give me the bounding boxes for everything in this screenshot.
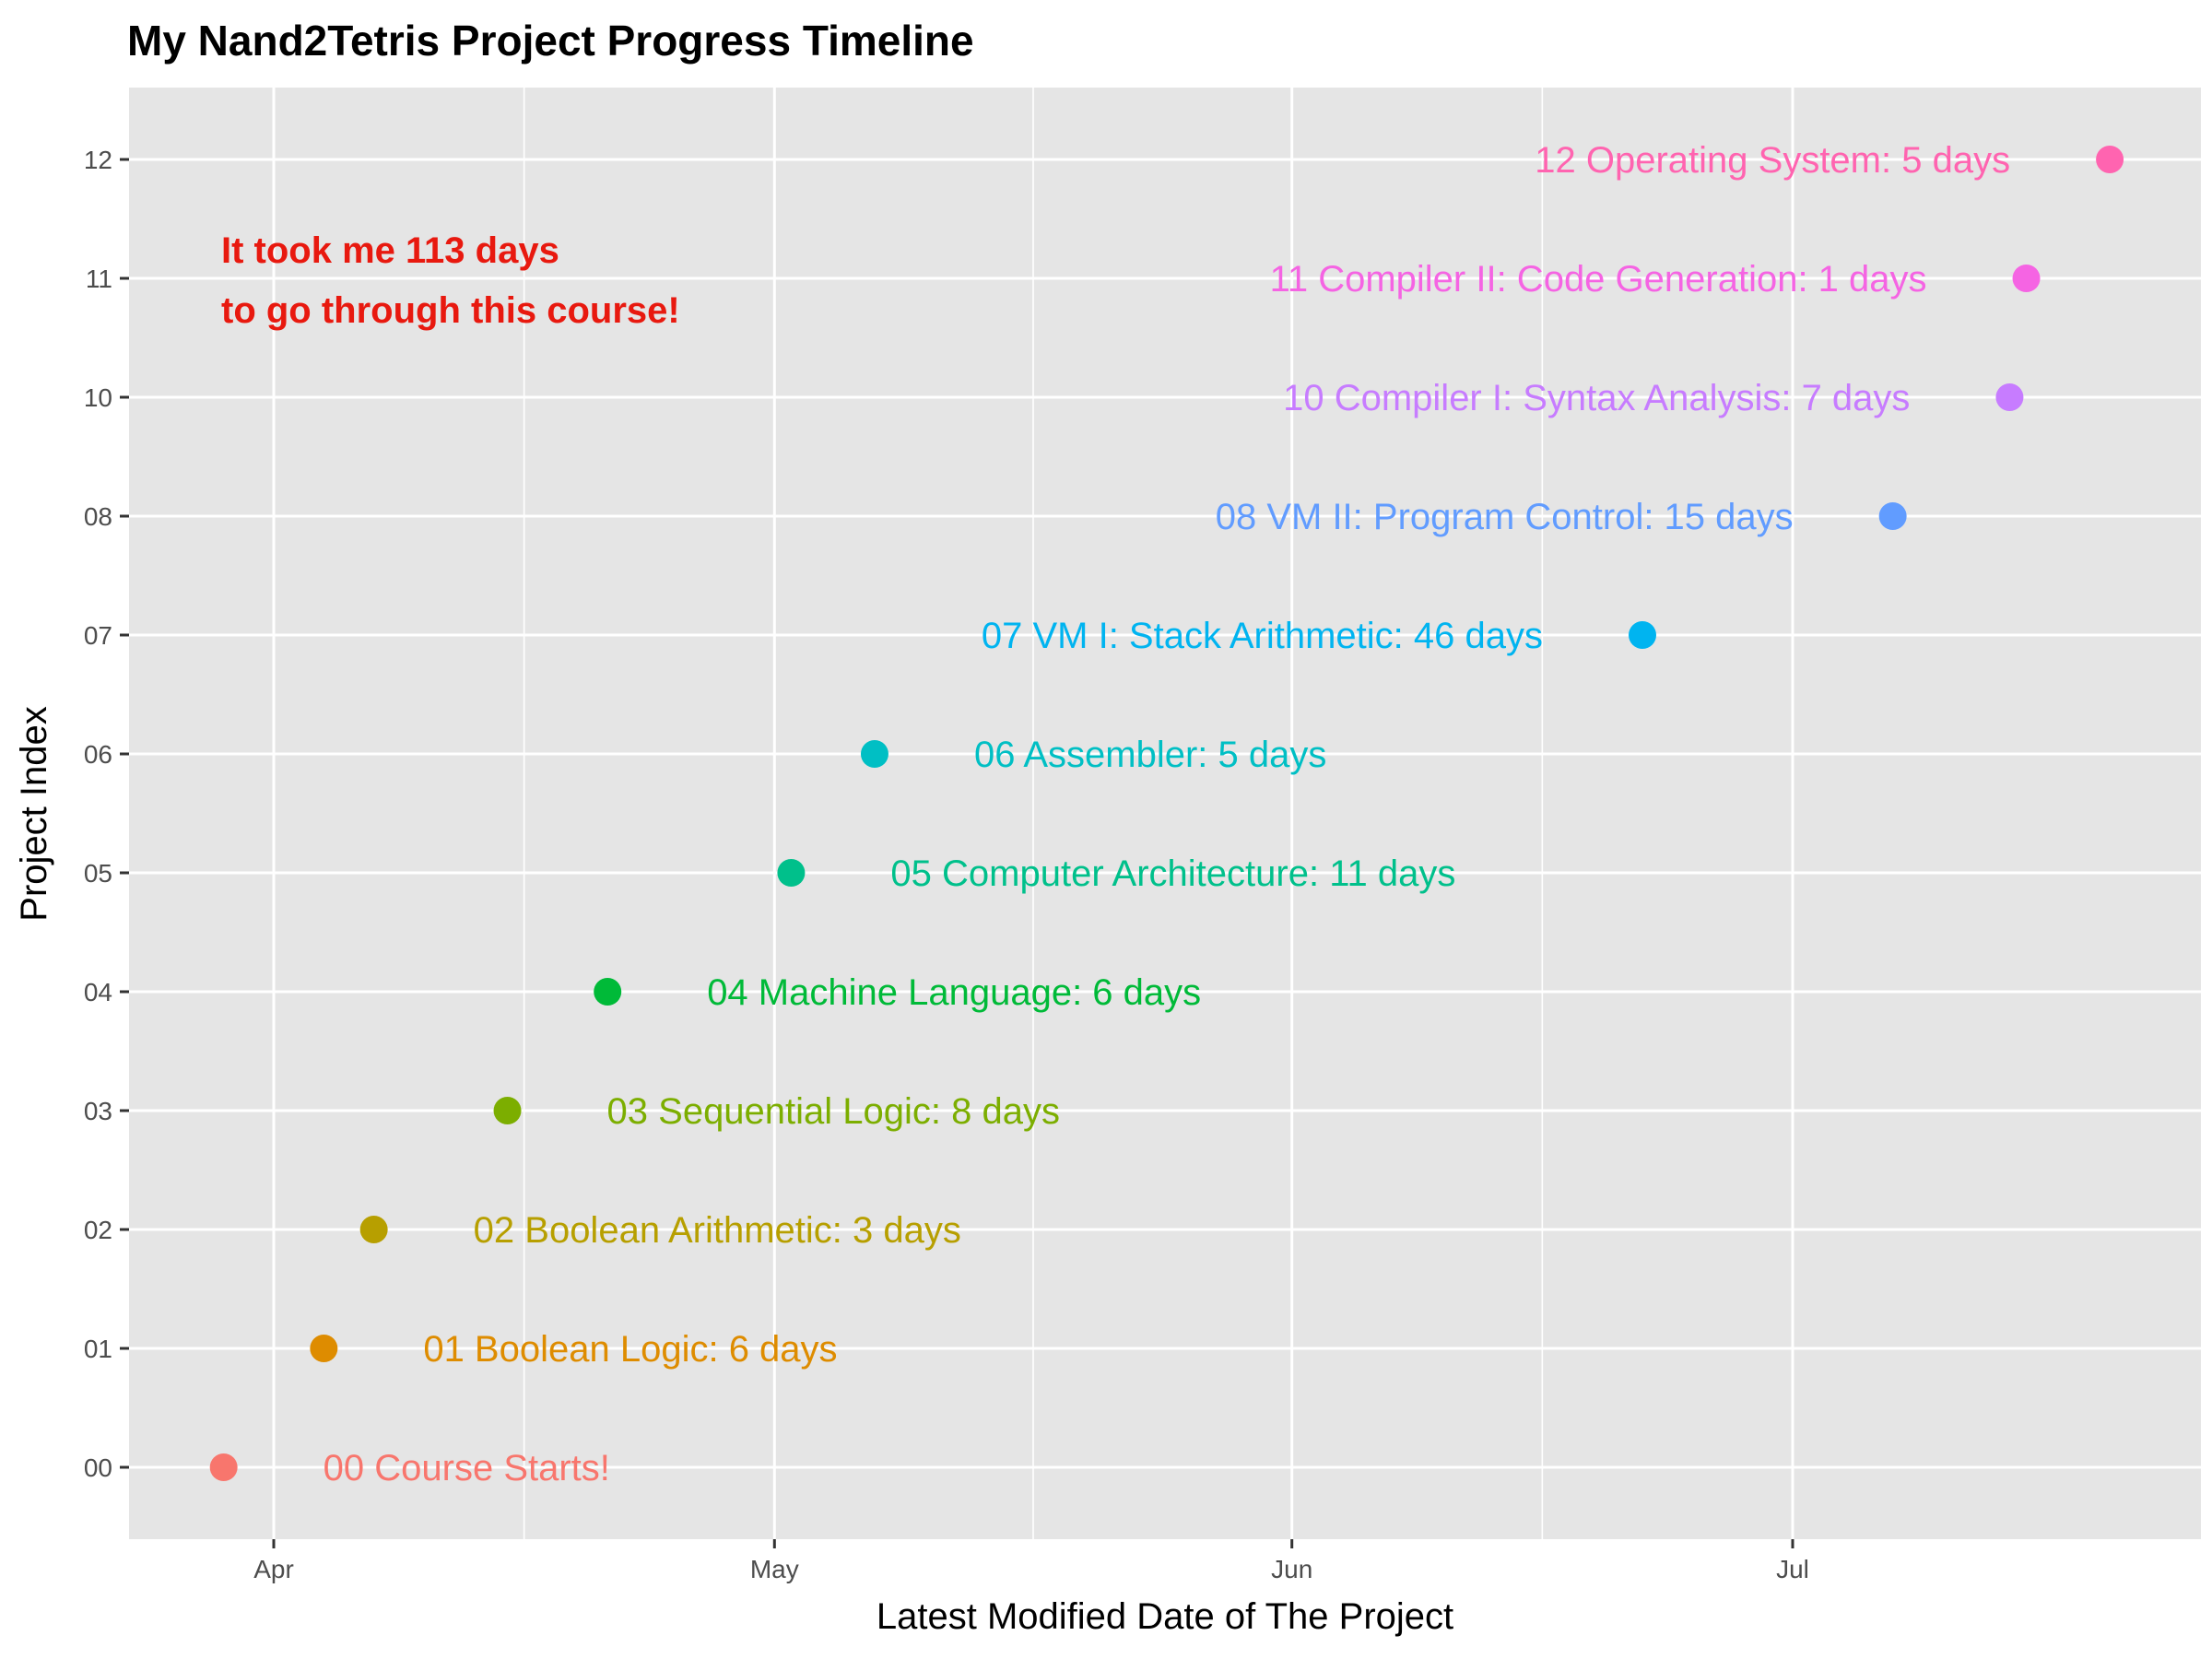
data-points — [209, 146, 2124, 1481]
point-label-06: 06 Assembler: 5 days — [974, 735, 1326, 775]
y-tick-label: 06 — [84, 740, 112, 769]
point-label-00: 00 Course Starts! — [324, 1448, 610, 1488]
y-tick-label: 00 — [84, 1453, 112, 1482]
point-label-02: 02 Boolean Arithmetic: 3 days — [474, 1210, 961, 1251]
y-tick-label: 11 — [86, 265, 112, 293]
y-tick-label: 01 — [84, 1335, 112, 1363]
data-point-03 — [493, 1097, 522, 1124]
y-tick-label: 10 — [84, 383, 112, 412]
point-label-01: 01 Boolean Logic: 6 days — [423, 1329, 837, 1370]
data-point-11 — [2012, 265, 2041, 292]
point-label-05: 05 Computer Architecture: 11 days — [890, 853, 1455, 894]
point-label-04: 04 Machine Language: 6 days — [707, 972, 1201, 1013]
plot-panel — [129, 88, 2201, 1539]
data-point-10 — [1995, 383, 2024, 411]
point-labels: 00 Course Starts! 01 Boolean Logic: 6 day… — [324, 140, 2010, 1488]
x-tick-label: Apr — [253, 1555, 294, 1583]
y-tick-label: 02 — [84, 1216, 112, 1244]
y-tick-label: 03 — [84, 1097, 112, 1125]
point-label-03: 03 Sequential Logic: 8 days — [607, 1091, 1060, 1132]
data-point-08 — [1878, 502, 1907, 530]
annotation-line-1: It took me 113 days — [221, 230, 559, 271]
y-tick-label: 04 — [84, 978, 112, 1006]
chart-title: My Nand2Tetris Project Progress Timeline — [127, 17, 974, 65]
y-tick-label: 08 — [84, 502, 112, 531]
annotation-line-2: to go through this course! — [221, 290, 680, 331]
x-tick-label: May — [750, 1555, 799, 1583]
x-axis-title: Latest Modified Date of The Project — [877, 1596, 1453, 1637]
data-point-12 — [2096, 146, 2124, 173]
point-label-10: 10 Compiler I: Syntax Analysis: 7 days — [1283, 378, 1910, 418]
data-point-05 — [777, 859, 806, 887]
point-label-07: 07 VM I: Stack Arithmetic: 46 days — [982, 616, 1543, 656]
data-point-07 — [1629, 621, 1657, 649]
point-label-12: 12 Operating System: 5 days — [1535, 140, 2010, 181]
data-point-02 — [359, 1216, 388, 1243]
minor-gridlines — [523, 88, 1544, 1539]
data-point-00 — [209, 1453, 238, 1481]
major-gridlines — [129, 88, 2201, 1539]
data-point-04 — [594, 978, 622, 1006]
point-label-08: 08 VM II: Program Control: 15 days — [1216, 497, 1794, 537]
data-point-06 — [860, 740, 888, 768]
y-tick-label: 05 — [84, 859, 112, 888]
x-tick-label: Jun — [1271, 1555, 1312, 1583]
point-label-11: 11 Compiler II: Code Generation: 1 days — [1270, 259, 1927, 300]
y-axis: 00 01 02 03 04 05 06 07 08 10 11 12 — [84, 146, 129, 1482]
x-tick-label: Jul — [1776, 1555, 1809, 1583]
y-tick-label: 07 — [84, 621, 112, 650]
x-axis: Apr May Jun Jul — [253, 1539, 1809, 1583]
data-point-01 — [310, 1335, 338, 1362]
y-tick-label: 12 — [84, 146, 112, 174]
y-axis-title: Project Index — [14, 706, 54, 921]
